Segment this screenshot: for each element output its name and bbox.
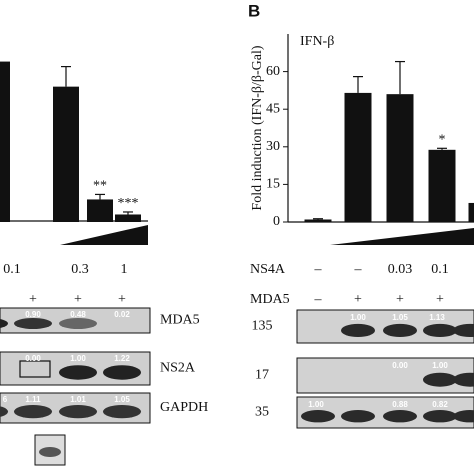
dose-wedge <box>60 225 148 245</box>
significance: *** <box>118 196 139 211</box>
mda5-sign: + <box>74 292 82 307</box>
band-value: 1.05 <box>392 313 408 322</box>
band-value: 1.00 <box>432 361 448 370</box>
bar <box>468 202 474 222</box>
band <box>383 410 417 423</box>
bar <box>428 149 456 222</box>
y-tick-label: 45 <box>266 101 280 116</box>
bar <box>304 219 332 222</box>
band <box>423 323 457 338</box>
bar <box>386 94 414 222</box>
row-label: MDA5 <box>250 292 290 307</box>
row-value: + <box>436 292 444 307</box>
bar <box>0 61 10 222</box>
band-value: 1.01 <box>70 395 86 404</box>
mda5-sign: + <box>29 292 37 307</box>
band-value: 1.00 <box>70 354 86 363</box>
band-value: 0.00 <box>25 354 41 363</box>
row-value: + <box>396 292 404 307</box>
blot-name: MDA5 <box>160 313 200 328</box>
band-value: 6 <box>3 395 8 404</box>
y-tick-label: 60 <box>266 64 280 79</box>
bar <box>344 92 372 222</box>
band <box>453 323 474 338</box>
band <box>0 406 8 417</box>
mw-marker: 17 <box>255 368 269 383</box>
band <box>14 405 52 419</box>
significance: ** <box>93 179 107 194</box>
row-label: NS4A <box>250 262 286 277</box>
row-value: – <box>314 292 323 307</box>
bar <box>53 86 79 222</box>
band-value: 1.11 <box>25 395 41 404</box>
y-tick-label: 15 <box>266 177 280 192</box>
band-value: 1.00 <box>308 400 324 409</box>
row-value: 0.03 <box>388 262 413 277</box>
blot-name: GAPDH <box>160 400 208 415</box>
band-value: 0.88 <box>392 400 408 409</box>
band <box>423 410 457 423</box>
chart-title: IFN-β <box>300 34 334 49</box>
mw-marker: 135 <box>252 319 273 334</box>
row-value: 0.1 <box>431 262 449 277</box>
band <box>39 447 61 457</box>
band <box>341 410 375 423</box>
row-value: – <box>354 262 363 277</box>
highlight-box <box>19 360 51 378</box>
band <box>383 323 417 338</box>
band-value: 1.00 <box>350 313 366 322</box>
band <box>103 365 141 380</box>
panel-label: B <box>248 1 260 20</box>
band-value: 0.90 <box>25 310 41 319</box>
band <box>301 410 335 423</box>
dose-label: 0.3 <box>71 262 89 277</box>
band <box>0 319 8 328</box>
band <box>453 372 474 387</box>
bar <box>115 214 141 222</box>
band <box>341 323 375 338</box>
band-value: 1.05 <box>114 395 130 404</box>
band <box>103 405 141 419</box>
band <box>59 318 97 329</box>
band <box>423 372 457 387</box>
band-value: 0.00 <box>392 361 408 370</box>
row-value: – <box>314 262 323 277</box>
band-value: 1.22 <box>114 354 130 363</box>
y-axis-label: Fold induction (IFN-β/β-Gal) <box>250 45 265 210</box>
bar <box>87 199 113 222</box>
band <box>453 410 474 423</box>
mda5-sign: + <box>118 292 126 307</box>
y-tick-label: 0 <box>273 214 280 229</box>
significance: * <box>439 133 446 148</box>
band-value: 0.48 <box>70 310 86 319</box>
band-value: 0.02 <box>114 310 130 319</box>
band-value: 1.13 <box>429 313 445 322</box>
band <box>59 405 97 419</box>
band-value: 0.82 <box>432 400 448 409</box>
mw-marker: 35 <box>255 405 269 420</box>
blot-name: NS2A <box>160 361 196 376</box>
band <box>14 318 52 329</box>
dose-label: 0.1 <box>3 262 21 277</box>
dose-label: 1 <box>121 262 128 277</box>
band <box>59 365 97 380</box>
y-tick-label: 30 <box>266 139 280 154</box>
dose-wedge <box>330 228 474 245</box>
row-value: + <box>354 292 362 307</box>
